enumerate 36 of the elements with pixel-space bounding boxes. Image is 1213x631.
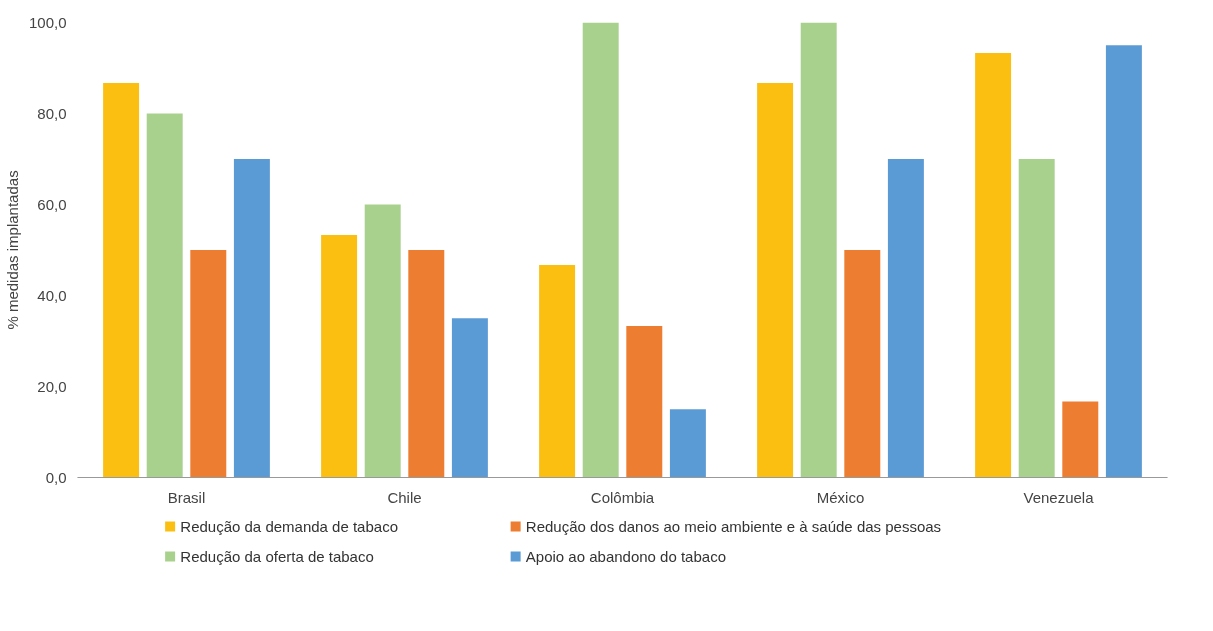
y-axis-title: % medidas implantadas [3,170,21,330]
bar [539,265,576,478]
bar [233,159,270,478]
bar [103,83,140,478]
bar [408,250,445,478]
bar [800,22,837,478]
y-tick-label: 80,0 [37,104,67,122]
bar [321,234,358,478]
x-tick-label: Chile [387,488,422,506]
x-tick-label: México [816,488,865,506]
y-tick-label: 100,0 [28,13,67,31]
bar [582,22,619,478]
y-tick-label: 0,0 [45,468,67,486]
bar [1105,45,1142,478]
x-tick-label: Colômbia [590,488,655,506]
bar [975,52,1012,478]
bar [190,250,227,478]
bar [757,83,794,478]
legend-label: Redução da demanda de tabaco [180,518,398,535]
bar [626,325,663,478]
y-tick-label: 40,0 [37,286,67,304]
legend-label: Redução dos danos ao meio ambiente e à saúde das pessoas [525,518,942,535]
bar [844,250,881,478]
y-tick-label: 60,0 [37,195,67,213]
bar [887,159,924,478]
legend-label: Redução da oferta de tabaco [180,548,374,565]
legend-label: Apoio ao abandono do tabaco [525,548,726,565]
x-tick-label: Venezuela [1023,488,1095,506]
bar [1062,401,1099,478]
bar [364,204,401,478]
bar [669,409,706,478]
bar [146,113,183,478]
x-tick-label: Brasil [167,488,206,506]
bar [1018,159,1055,478]
bar [451,318,488,478]
y-tick-label: 20,0 [37,377,67,395]
